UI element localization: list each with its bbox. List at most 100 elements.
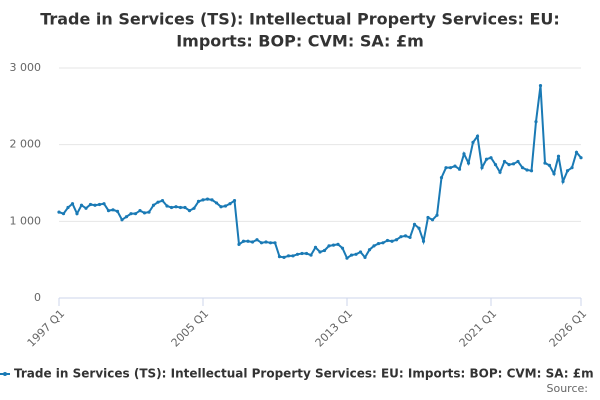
point <box>309 253 313 257</box>
point <box>547 163 552 167</box>
point <box>57 210 61 214</box>
point <box>475 134 480 138</box>
point <box>160 199 165 203</box>
x-tick-label: 2021 Q1 <box>457 307 500 350</box>
point <box>426 215 430 220</box>
point <box>399 235 403 239</box>
point <box>529 169 534 173</box>
point <box>327 244 331 248</box>
point <box>255 238 259 242</box>
point <box>151 203 156 207</box>
point <box>358 250 363 254</box>
point <box>556 154 561 158</box>
point <box>120 218 124 222</box>
point <box>507 163 511 167</box>
point <box>142 211 147 215</box>
point <box>201 198 205 202</box>
x-tick-label: 2005 Q1 <box>169 307 212 350</box>
point <box>79 203 84 207</box>
point <box>196 199 201 203</box>
point <box>187 209 192 213</box>
y-tick-label: 2 000 <box>10 138 42 151</box>
point <box>489 156 493 160</box>
legend-symbol <box>3 372 7 376</box>
point <box>138 209 142 213</box>
point <box>484 157 489 161</box>
point <box>237 242 241 246</box>
point <box>435 213 439 217</box>
point <box>561 179 565 184</box>
point <box>453 164 457 168</box>
point <box>61 212 66 216</box>
point <box>444 166 448 170</box>
point <box>223 204 228 208</box>
point <box>246 239 250 243</box>
point <box>214 201 219 205</box>
point <box>390 239 394 243</box>
point <box>543 161 547 165</box>
point <box>124 215 129 219</box>
point <box>106 209 111 213</box>
point <box>178 205 183 210</box>
point <box>466 161 471 165</box>
point <box>511 162 516 166</box>
point <box>570 166 574 170</box>
point <box>376 241 381 246</box>
point <box>268 241 273 245</box>
point <box>412 222 417 226</box>
point <box>111 208 115 212</box>
point <box>313 245 318 249</box>
point <box>286 254 291 258</box>
point <box>579 156 583 160</box>
point <box>417 226 421 230</box>
point <box>354 252 358 256</box>
point <box>205 197 210 201</box>
point <box>340 246 345 250</box>
source: Source: <box>547 382 589 395</box>
point <box>300 251 304 256</box>
point <box>480 166 484 170</box>
point <box>471 140 475 144</box>
point <box>322 248 327 253</box>
point <box>192 206 196 210</box>
point <box>183 205 187 210</box>
point <box>210 198 214 202</box>
point <box>169 205 174 210</box>
point <box>147 210 151 214</box>
point <box>93 203 97 207</box>
point <box>282 255 286 259</box>
point <box>102 202 106 206</box>
point <box>349 253 354 257</box>
point <box>525 168 529 172</box>
y-tick-label: 0 <box>34 291 41 304</box>
point <box>228 202 232 206</box>
y-tick-label: 3 000 <box>10 61 42 74</box>
point <box>574 150 579 154</box>
point <box>439 176 444 180</box>
point <box>84 206 88 210</box>
chart-title: Trade in Services (TS): Intellectual Pro… <box>40 10 560 29</box>
point <box>372 244 376 248</box>
point <box>367 248 372 252</box>
point <box>232 199 237 203</box>
point <box>75 212 79 216</box>
point <box>66 205 70 210</box>
point <box>219 205 223 209</box>
point <box>381 241 385 245</box>
y-tick-label: 1 000 <box>10 214 42 227</box>
point <box>565 169 570 173</box>
point <box>318 250 322 254</box>
point <box>502 159 507 164</box>
point <box>457 167 462 171</box>
x-tick-label: 2026 Q1 <box>547 307 590 350</box>
point <box>331 243 336 247</box>
point <box>277 255 282 259</box>
point <box>264 240 268 244</box>
point <box>133 212 138 216</box>
point <box>394 238 399 242</box>
point <box>259 241 264 245</box>
point <box>291 254 295 258</box>
point <box>493 163 498 167</box>
